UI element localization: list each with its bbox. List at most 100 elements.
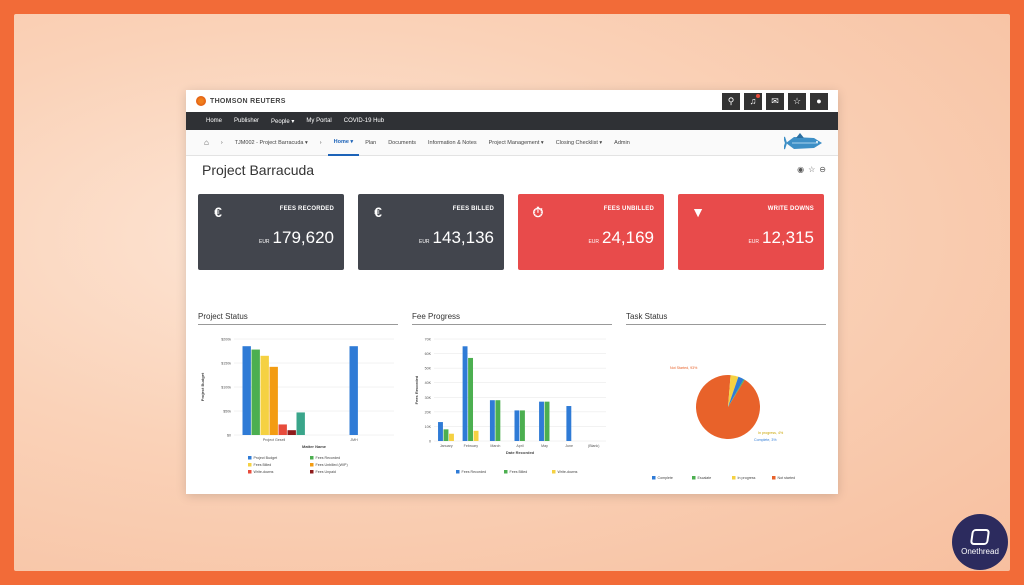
legend-label: Fees Recorded (462, 470, 487, 474)
bar (468, 357, 474, 441)
legend-swatch (652, 476, 656, 480)
card-fees-billed[interactable]: € FEES BILLED EUR 143,136 (358, 194, 504, 270)
bell-icon[interactable]: ♫ (744, 92, 762, 110)
card-value: 12,315 (762, 228, 814, 247)
panel-title: Task Status (626, 312, 826, 325)
stopwatch-icon: ⏱ (532, 203, 544, 220)
search-icon[interactable]: ⚲ (722, 92, 740, 110)
legend-swatch (310, 463, 314, 467)
y-tick-label: 60K (425, 352, 432, 356)
legend-swatch (310, 470, 314, 474)
tab-project-management[interactable]: Project Management ▾ (488, 139, 544, 146)
bar (251, 349, 260, 435)
nav-home[interactable]: Home (206, 118, 223, 124)
tab-information-notes[interactable]: Information & Notes (428, 139, 477, 146)
onethread-logo-icon (969, 528, 991, 545)
app-window: THOMSON REUTERS ⚲ ♫ ✉ ☆ ● Home Publisher… (186, 90, 838, 494)
bar (443, 429, 449, 441)
pie-label: In progress, 4% (758, 431, 784, 435)
page-header: Project Barracuda ◉ ☆ ⊖ (186, 156, 838, 184)
card-write-downs[interactable]: ▼ WRITE DOWNS EUR 12,315 (678, 194, 824, 270)
x-axis-label: Date Recorded (506, 450, 535, 455)
legend-label: Write-downs (558, 470, 578, 474)
tab-plan[interactable]: Plan (365, 139, 377, 146)
bar (514, 410, 520, 441)
tab-closing-checklist[interactable]: Closing Checklist ▾ (555, 139, 603, 146)
legend-swatch (552, 470, 556, 474)
bar (539, 401, 544, 441)
legend-swatch (772, 476, 776, 480)
legend-swatch (310, 456, 314, 460)
legend-swatch (248, 463, 252, 467)
mail-icon[interactable]: ✉ (766, 92, 784, 110)
legend-label: Fees Billed (510, 470, 528, 474)
tab-documents[interactable]: Documents (388, 139, 417, 146)
nav-my-portal[interactable]: My Portal (306, 118, 332, 124)
card-fees-recorded[interactable]: € FEES RECORDED EUR 179,620 (198, 194, 344, 270)
kpi-cards: € FEES RECORDED EUR 179,620 € FEES BILLED… (186, 184, 838, 270)
y-tick-label: 20K (425, 410, 432, 414)
y-tick-label: $50k (223, 410, 231, 414)
legend-label: Project Budget (254, 456, 278, 460)
y-axis-label: Fees Recorded (414, 375, 419, 404)
bar (566, 406, 572, 441)
pie-slice (728, 375, 739, 407)
bar (278, 424, 287, 435)
bar (449, 433, 454, 441)
fee-progress-chart: 0 10K 20K 30K 40K 50K 60K 70K January February Mar… (414, 338, 606, 474)
breadcrumb-separator: › (220, 139, 223, 146)
nav-people[interactable]: People ▾ (271, 118, 295, 125)
compass-icon[interactable]: ◉ (797, 165, 805, 174)
y-tick-label: 50K (425, 367, 432, 371)
nav-covid-hub[interactable]: COVID-19 Hub (343, 118, 385, 124)
legend-label: In progress (738, 476, 756, 480)
legend-swatch (732, 476, 736, 480)
card-fees-unbilled[interactable]: ⏱ FEES UNBILLED EUR 24,169 (518, 194, 664, 270)
hand-money-icon: € (374, 204, 382, 220)
page-title: Project Barracuda (202, 162, 315, 178)
bar (287, 430, 296, 435)
logo-text: THOMSON REUTERS (210, 97, 286, 105)
bar (296, 412, 305, 435)
legend-label: Not started (778, 476, 796, 480)
breadcrumb-project[interactable]: TJM002 - Project Barracuda ▾ (234, 139, 308, 146)
y-tick-label: 0 (429, 440, 431, 444)
x-axis-label: Matter Name (302, 444, 327, 449)
x-tick-label: Project Gesell (263, 438, 286, 442)
y-tick-label: $150k (221, 362, 231, 366)
bar (438, 422, 443, 441)
panel-fee-progress: Fee Progress 0 10K 20K 30K 40K 50K 60K 70K Janua… (412, 312, 612, 481)
card-value: 24,169 (602, 228, 654, 247)
card-label: WRITE DOWNS (767, 206, 814, 212)
star-icon[interactable]: ☆ (788, 92, 806, 110)
legend-label: Fees Unpaid (316, 470, 336, 474)
card-currency: EUR (748, 239, 759, 245)
brand-logo[interactable]: THOMSON REUTERS (196, 96, 286, 106)
tab-home[interactable]: Home ▾ (327, 130, 360, 156)
breadcrumb-separator: › (319, 139, 322, 146)
home-icon[interactable]: ⌂ (204, 138, 209, 147)
y-tick-label: 10K (425, 425, 432, 429)
tab-admin[interactable]: Admin (614, 139, 630, 146)
legend-swatch (456, 470, 460, 474)
card-value: 143,136 (432, 228, 494, 247)
card-label: FEES RECORDED (279, 206, 334, 212)
panel-task-status: Task Status Not Started, 93% In progress,… (626, 312, 826, 481)
user-icon[interactable]: ● (810, 92, 828, 110)
barracuda-logo-icon (784, 133, 822, 150)
y-axis-label: Project Budget (200, 372, 205, 401)
x-tick-label: (Blank) (588, 444, 599, 448)
bar (520, 410, 525, 441)
pie-slice (728, 376, 744, 407)
bar (242, 346, 251, 435)
bar (260, 355, 269, 435)
nav-publisher[interactable]: Publisher (234, 118, 260, 124)
legend-label: Fees Billed (254, 463, 272, 467)
minus-circle-icon[interactable]: ⊖ (819, 165, 826, 174)
x-tick-label: May (541, 444, 548, 448)
board-down-icon: ▼ (691, 204, 705, 220)
favorite-star-icon[interactable]: ☆ (808, 165, 816, 174)
legend-swatch (248, 456, 252, 460)
legend-swatch (248, 470, 252, 474)
card-currency: EUR (588, 239, 599, 245)
